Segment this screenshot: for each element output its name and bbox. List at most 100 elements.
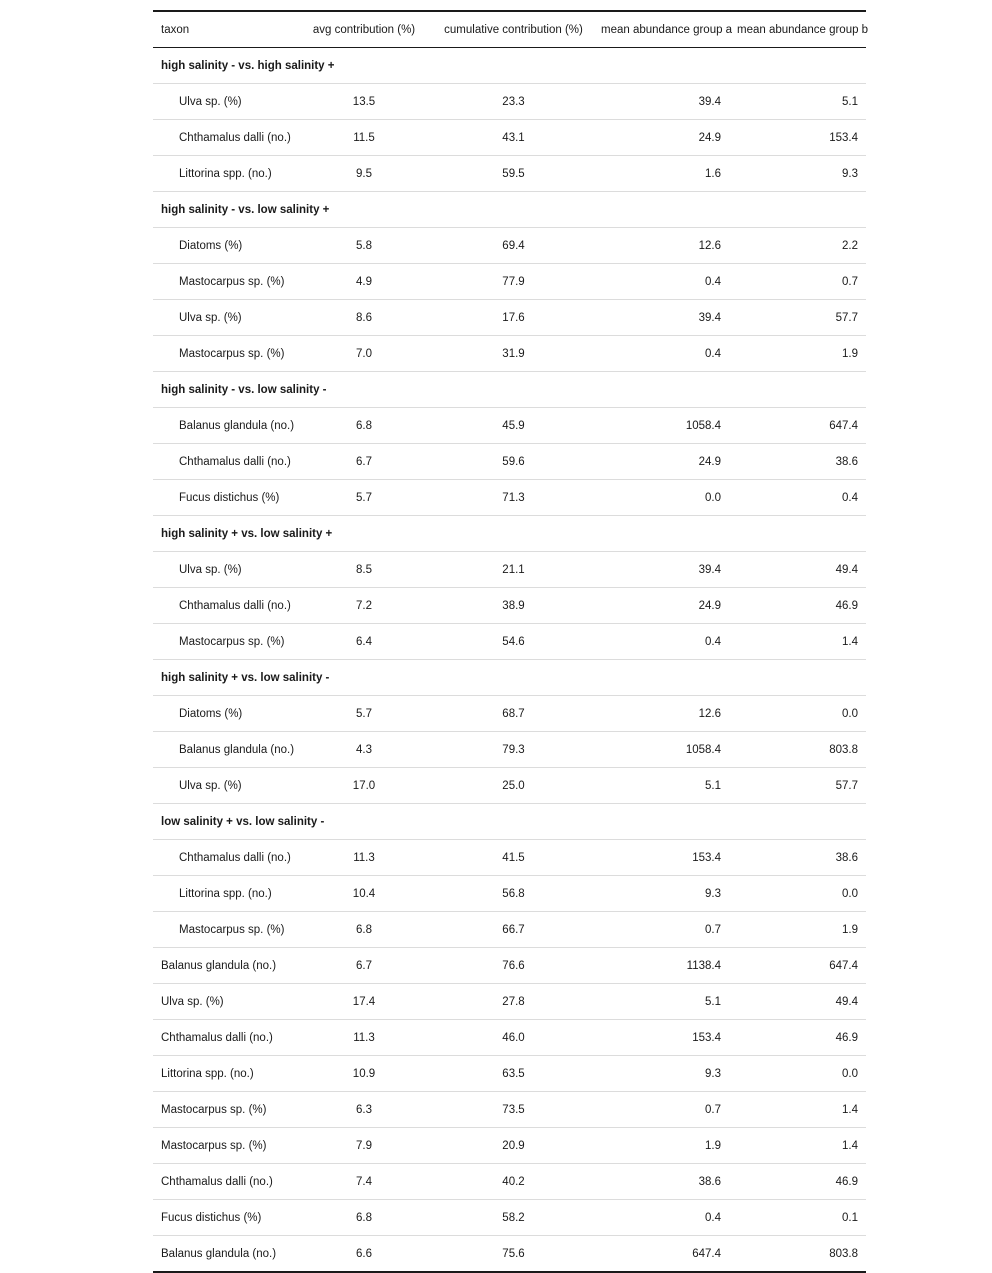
cell-cumulative-contribution: 76.6 bbox=[502, 959, 525, 972]
cell-mean-abundance-b: 647.4 bbox=[829, 419, 858, 432]
cell-mean-abundance-a: 38.6 bbox=[698, 1175, 721, 1188]
cell-cumulative-contribution: 54.6 bbox=[502, 635, 525, 648]
table-row: Fucus distichus (%) 5.7 71.3 0.0 0.4 bbox=[153, 480, 866, 516]
header-mean-abundance-b: mean abundance group b bbox=[737, 23, 869, 36]
cell-mean-abundance-b: 49.4 bbox=[835, 563, 858, 576]
cell-taxon: Ulva sp. (%) bbox=[179, 779, 242, 792]
group-header-row: high salinity - vs. low salinity + bbox=[153, 192, 866, 228]
table-row: Balanus glandula (no.) 6.8 45.9 1058.4 647.4 bbox=[153, 408, 866, 444]
cell-cumulative-contribution: 46.0 bbox=[502, 1031, 525, 1044]
cell-avg-contribution: 6.4 bbox=[356, 635, 372, 648]
cell-cumulative-contribution: 59.5 bbox=[502, 167, 525, 180]
cell-mean-abundance-a: 0.7 bbox=[705, 923, 721, 936]
cell-cumulative-contribution: 27.8 bbox=[502, 995, 525, 1008]
cell-taxon: Chthamalus dalli (no.) bbox=[179, 599, 291, 612]
cell-taxon: Littorina spp. (no.) bbox=[179, 887, 272, 900]
table-row: Littorina spp. (no.) 9.5 59.5 1.6 9.3 bbox=[153, 156, 866, 192]
table-row: Mastocarpus sp. (%) 6.3 73.5 0.7 1.4 bbox=[153, 1092, 866, 1128]
table-row: Diatoms (%) 5.8 69.4 12.6 2.2 bbox=[153, 228, 866, 264]
cell-mean-abundance-a: 39.4 bbox=[698, 563, 721, 576]
cell-mean-abundance-b: 1.4 bbox=[842, 635, 858, 648]
cell-avg-contribution: 13.5 bbox=[352, 95, 376, 108]
cell-avg-contribution: 5.7 bbox=[356, 491, 372, 504]
cell-mean-abundance-b: 0.0 bbox=[842, 707, 858, 720]
cell-taxon: Chthamalus dalli (no.) bbox=[179, 455, 291, 468]
cell-taxon: Diatoms (%) bbox=[179, 239, 243, 252]
cell-cumulative-contribution: 68.7 bbox=[502, 707, 525, 720]
table-row: Ulva sp. (%) 17.4 27.8 5.1 49.4 bbox=[153, 984, 866, 1020]
cell-cumulative-contribution: 25.0 bbox=[502, 779, 525, 792]
cell-taxon: Chthamalus dalli (no.) bbox=[179, 851, 291, 864]
cell-avg-contribution: 11.3 bbox=[353, 1031, 375, 1044]
group-header-row: high salinity + vs. low salinity + bbox=[153, 516, 866, 552]
cell-mean-abundance-b: 1.4 bbox=[842, 1139, 858, 1152]
cell-cumulative-contribution: 71.3 bbox=[502, 491, 525, 504]
table-row: Chthamalus dalli (no.) 11.3 46.0 153.4 46.9 bbox=[153, 1020, 866, 1056]
header-avg-contribution: avg contribution (%) bbox=[312, 23, 416, 36]
cell-cumulative-contribution: 43.1 bbox=[502, 131, 525, 144]
cell-mean-abundance-a: 153.4 bbox=[692, 1031, 721, 1044]
table-row: Fucus distichus (%) 6.8 58.2 0.4 0.1 bbox=[153, 1200, 866, 1236]
table-row: Balanus glandula (no.) 6.7 76.6 1138.4 647.4 bbox=[153, 948, 866, 984]
cell-taxon: Balanus glandula (no.) bbox=[161, 1247, 277, 1260]
cell-taxon: Mastocarpus sp. (%) bbox=[179, 635, 285, 648]
group-label: high salinity - vs. low salinity + bbox=[161, 203, 330, 216]
cell-cumulative-contribution: 45.9 bbox=[502, 419, 525, 432]
cell-mean-abundance-a: 0.4 bbox=[705, 1211, 721, 1224]
table-row: Chthamalus dalli (no.) 6.7 59.6 24.9 38.6 bbox=[153, 444, 866, 480]
cell-taxon: Diatoms (%) bbox=[179, 707, 243, 720]
cell-taxon: Mastocarpus sp. (%) bbox=[179, 275, 285, 288]
cell-taxon: Fucus distichus (%) bbox=[161, 1211, 262, 1224]
cell-taxon: Chthamalus dalli (no.) bbox=[179, 131, 291, 144]
cell-taxon: Balanus glandula (no.) bbox=[179, 743, 295, 756]
cell-mean-abundance-b: 1.4 bbox=[842, 1103, 858, 1116]
simper-table: taxon avg contribution (%) cumulative co… bbox=[153, 10, 869, 1273]
cell-taxon: Mastocarpus sp. (%) bbox=[179, 347, 285, 360]
table-row: Chthamalus dalli (no.) 7.4 40.2 38.6 46.9 bbox=[153, 1164, 866, 1200]
cell-avg-contribution: 5.8 bbox=[356, 239, 372, 252]
cell-avg-contribution: 6.6 bbox=[356, 1247, 372, 1260]
cell-taxon: Ulva sp. (%) bbox=[179, 95, 242, 108]
cell-mean-abundance-b: 5.1 bbox=[842, 95, 858, 108]
cell-cumulative-contribution: 20.9 bbox=[502, 1139, 525, 1152]
group-label: high salinity + vs. low salinity + bbox=[161, 527, 333, 540]
cell-avg-contribution: 7.9 bbox=[356, 1139, 372, 1152]
table-row: Mastocarpus sp. (%) 7.9 20.9 1.9 1.4 bbox=[153, 1128, 866, 1164]
table-row: Chthamalus dalli (no.) 11.5 43.1 24.9 153.4 bbox=[153, 120, 866, 156]
cell-cumulative-contribution: 75.6 bbox=[502, 1247, 525, 1260]
cell-mean-abundance-b: 57.7 bbox=[835, 311, 858, 324]
cell-mean-abundance-a: 0.4 bbox=[705, 347, 721, 360]
group-header-row: high salinity - vs. high salinity + bbox=[153, 48, 866, 84]
cell-cumulative-contribution: 38.9 bbox=[502, 599, 525, 612]
table-body: high salinity - vs. high salinity + Ulva … bbox=[153, 48, 866, 1272]
header-cumulative-contribution: cumulative contribution (%) bbox=[444, 23, 583, 36]
cell-mean-abundance-b: 38.6 bbox=[835, 455, 858, 468]
cell-avg-contribution: 17.4 bbox=[352, 995, 376, 1008]
cell-mean-abundance-a: 24.9 bbox=[698, 131, 721, 144]
cell-mean-abundance-a: 0.4 bbox=[705, 275, 721, 288]
table-row: Balanus glandula (no.) 4.3 79.3 1058.4 803.8 bbox=[153, 732, 866, 768]
cell-taxon: Fucus distichus (%) bbox=[179, 491, 280, 504]
cell-mean-abundance-b: 38.6 bbox=[835, 851, 858, 864]
cell-mean-abundance-b: 0.0 bbox=[842, 887, 858, 900]
cell-avg-contribution: 6.3 bbox=[356, 1103, 372, 1116]
cell-mean-abundance-b: 2.2 bbox=[842, 239, 858, 252]
cell-mean-abundance-b: 803.8 bbox=[829, 743, 858, 756]
cell-avg-contribution: 6.8 bbox=[356, 923, 372, 936]
cell-avg-contribution: 7.2 bbox=[356, 599, 372, 612]
cell-cumulative-contribution: 31.9 bbox=[502, 347, 525, 360]
cell-taxon: Chthamalus dalli (no.) bbox=[161, 1031, 273, 1044]
cell-avg-contribution: 10.9 bbox=[352, 1067, 376, 1080]
cell-cumulative-contribution: 56.8 bbox=[502, 887, 525, 900]
header-mean-abundance-a: mean abundance group a bbox=[601, 23, 733, 36]
cell-mean-abundance-a: 24.9 bbox=[698, 599, 721, 612]
cell-avg-contribution: 4.9 bbox=[356, 275, 372, 288]
cell-mean-abundance-a: 39.4 bbox=[698, 311, 721, 324]
cell-taxon: Mastocarpus sp. (%) bbox=[161, 1139, 267, 1152]
cell-mean-abundance-a: 9.3 bbox=[705, 1067, 721, 1080]
cell-taxon: Ulva sp. (%) bbox=[179, 311, 242, 324]
cell-mean-abundance-a: 5.1 bbox=[705, 995, 721, 1008]
cell-mean-abundance-b: 9.3 bbox=[842, 167, 858, 180]
cell-cumulative-contribution: 77.9 bbox=[502, 275, 525, 288]
cell-mean-abundance-b: 46.9 bbox=[835, 599, 858, 612]
